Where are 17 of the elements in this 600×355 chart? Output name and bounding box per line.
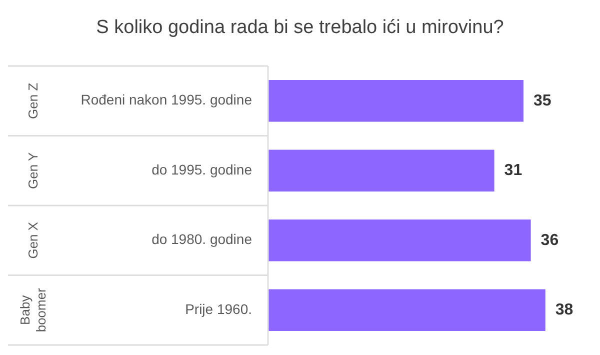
y-tick-label: Rođeni nakon 1995. godine — [80, 92, 252, 108]
bar — [268, 80, 524, 122]
text: Baby boomer — [18, 287, 49, 332]
y-tick-label: do 1980. godine — [152, 231, 252, 248]
y-tick-label: do 1995. godine — [152, 161, 252, 178]
bar — [268, 289, 546, 332]
text: Gen Y — [26, 152, 41, 189]
data-label: 36 — [540, 232, 559, 249]
bar — [268, 150, 494, 192]
data-label: 31 — [504, 162, 522, 180]
text: Gen X — [26, 222, 41, 259]
text: Gen Z — [26, 82, 41, 119]
data-label: 38 — [555, 302, 574, 319]
chart-title: S koliko godina rada bi se trebalo ići u mirovinu? — [96, 17, 504, 38]
y-tick-label: Prije 1960. — [185, 300, 252, 317]
data-label: 35 — [534, 92, 552, 110]
bar — [268, 219, 531, 262]
